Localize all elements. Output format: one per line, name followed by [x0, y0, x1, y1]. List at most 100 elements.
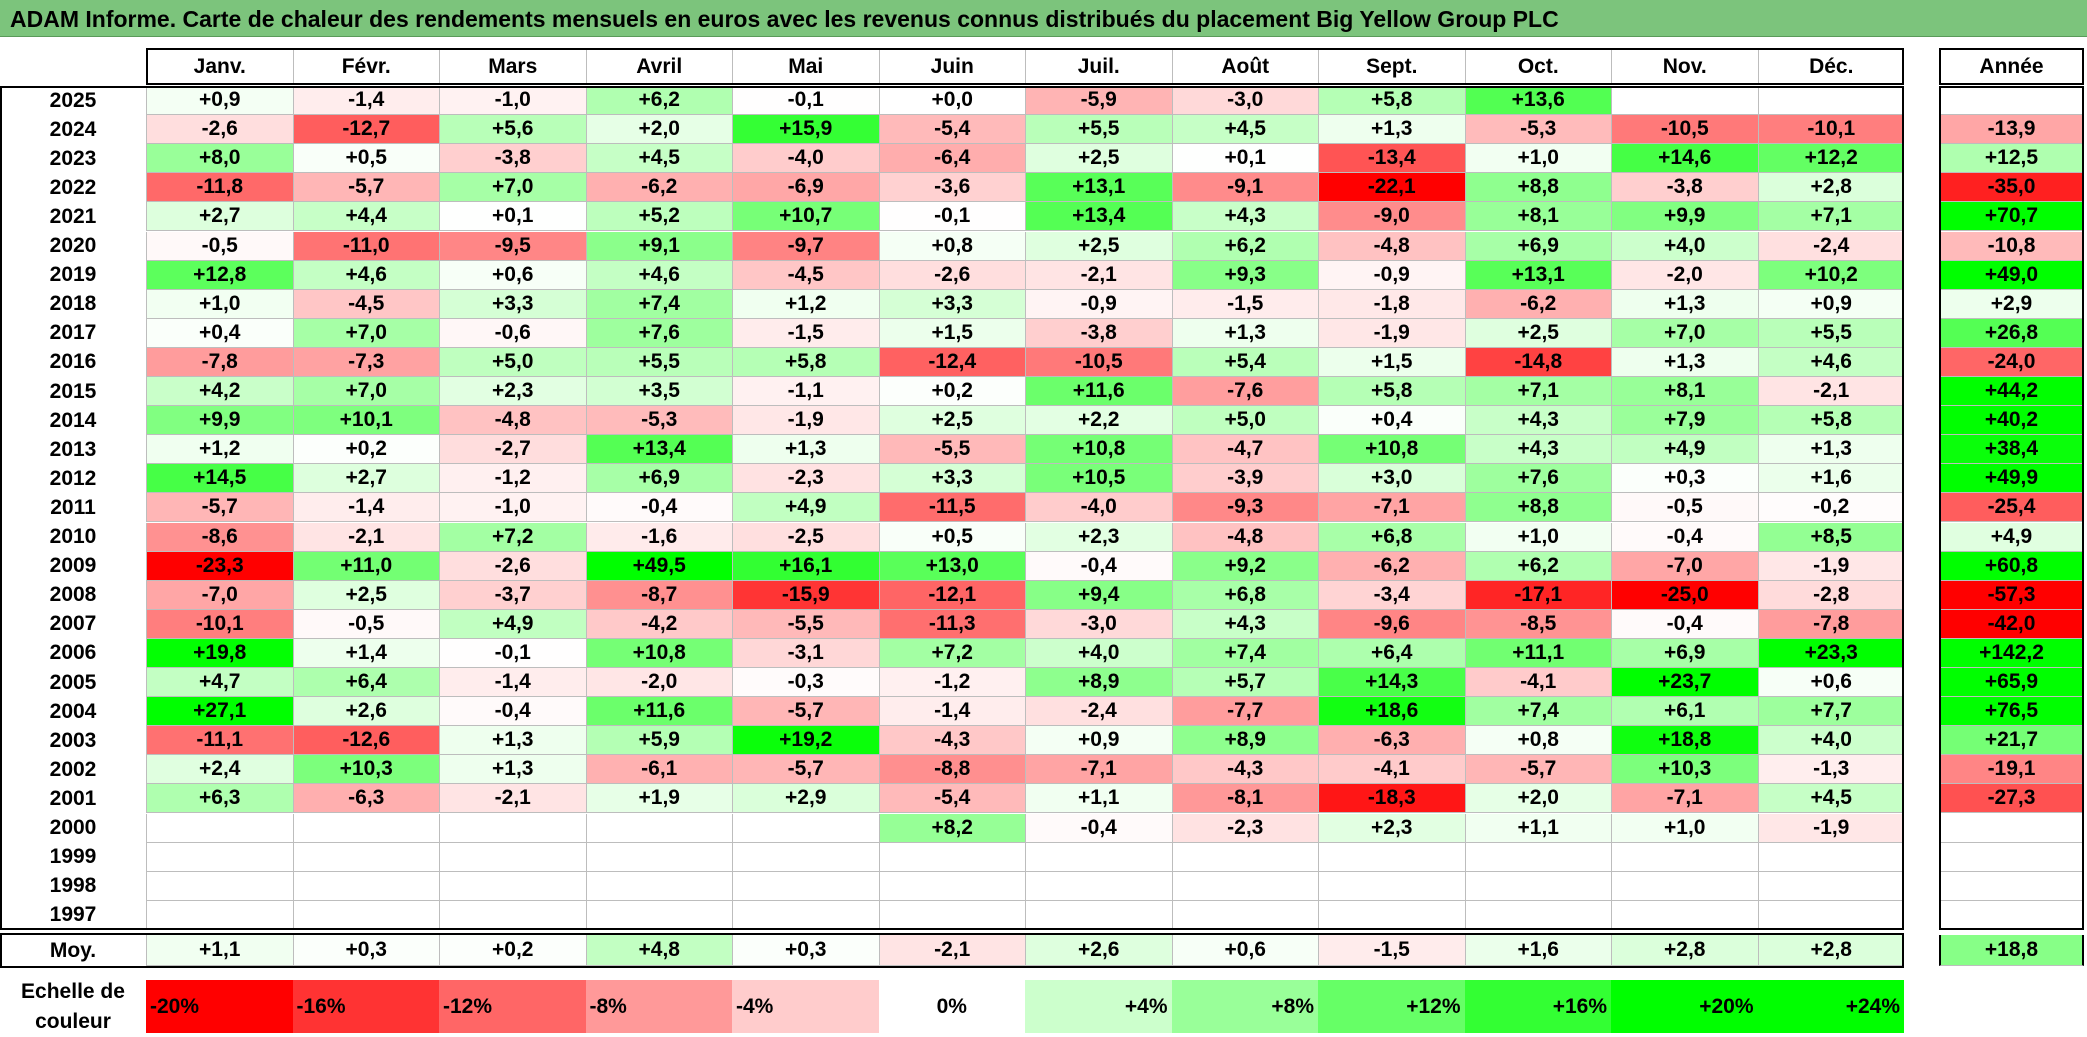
color-scale-label-line1: Echelle de — [21, 979, 125, 1003]
heatmap-cell: +5,7 — [1171, 668, 1318, 698]
heatmap-cell: -2,3 — [1171, 813, 1318, 843]
average-cell: +0,3 — [732, 935, 879, 966]
heatmap-cell: -1,6 — [585, 522, 732, 552]
heatmap-cell: +18,8 — [1611, 726, 1758, 756]
heatmap-cell: -6,4 — [878, 144, 1025, 174]
average-annual-cell: +18,8 — [1939, 935, 2084, 966]
heatmap-cell: -0,4 — [1025, 551, 1172, 581]
heatmap-cell: +1,3 — [732, 435, 879, 465]
heatmap-cell — [439, 871, 586, 901]
heatmap-cell — [1757, 900, 1904, 930]
heatmap-cell: -2,0 — [1611, 260, 1758, 290]
year-label: 1998 — [0, 871, 146, 901]
heatmap-cell: -6,2 — [1464, 289, 1611, 319]
heatmap-cell: +4,5 — [585, 144, 732, 174]
heatmap-cell: +2,2 — [1025, 406, 1172, 436]
month-header: Avril — [585, 48, 732, 85]
heatmap-cell: +1,3 — [1757, 435, 1904, 465]
heatmap-cell: -25,0 — [1611, 580, 1758, 610]
annual-cell: +49,9 — [1939, 464, 2084, 494]
year-label: 2000 — [0, 813, 146, 843]
color-scale-step: -8% — [585, 980, 732, 1033]
heatmap-cell: -0,4 — [1611, 609, 1758, 639]
color-scale-step: -12% — [439, 980, 586, 1033]
heatmap-cell — [1318, 842, 1465, 872]
heatmap-cell: +5,9 — [585, 726, 732, 756]
heatmap-cell: -1,4 — [292, 86, 439, 116]
heatmap-cell: +1,0 — [146, 289, 293, 319]
annual-cell: +26,8 — [1939, 318, 2084, 348]
heatmap-cell — [878, 900, 1025, 930]
heatmap-cell: +4,3 — [1464, 406, 1611, 436]
heatmap-cell: -11,8 — [146, 173, 293, 203]
heatmap-cell: -4,8 — [1318, 231, 1465, 261]
year-label: 1999 — [0, 842, 146, 872]
heatmap-cell: -4,0 — [732, 144, 879, 174]
year-label: 2009 — [0, 551, 146, 581]
average-cell: -2,1 — [878, 935, 1025, 966]
heatmap-cell: +6,4 — [292, 668, 439, 698]
heatmap-cell — [292, 842, 439, 872]
heatmap-cell: +4,7 — [146, 668, 293, 698]
heatmap-cell: +6,9 — [1464, 231, 1611, 261]
heatmap-cell — [146, 813, 293, 843]
heatmap-cell: -11,5 — [878, 493, 1025, 523]
heatmap-cell: +15,9 — [732, 115, 879, 145]
month-header: Mars — [439, 48, 586, 85]
heatmap-cell: -3,0 — [1171, 86, 1318, 116]
heatmap-cell: -2,0 — [585, 668, 732, 698]
heatmap-cell: -3,6 — [878, 173, 1025, 203]
heatmap-cell: +1,5 — [878, 318, 1025, 348]
heatmap-cell — [1464, 842, 1611, 872]
heatmap-cell: -7,1 — [1318, 493, 1465, 523]
heatmap-cell: -1,4 — [439, 668, 586, 698]
heatmap-cell: +4,3 — [1464, 435, 1611, 465]
heatmap-cell: +0,1 — [439, 202, 586, 232]
heatmap-cell: +4,9 — [439, 609, 586, 639]
heatmap-cell: +9,2 — [1171, 551, 1318, 581]
average-cell: +2,6 — [1025, 935, 1172, 966]
year-label: 2023 — [0, 144, 146, 174]
heatmap-cell — [878, 842, 1025, 872]
color-scale-step: +12% — [1318, 980, 1465, 1033]
heatmap-cell: +19,8 — [146, 638, 293, 668]
heatmap-cell: +2,8 — [1757, 173, 1904, 203]
chart-title: ADAM Informe. Carte de chaleur des rende… — [10, 6, 1559, 32]
heatmap-cell: +2,5 — [292, 580, 439, 610]
heatmap-cell — [585, 813, 732, 843]
heatmap-cell: +8,1 — [1464, 202, 1611, 232]
heatmap-cell: -4,1 — [1464, 668, 1611, 698]
average-cell: +0,6 — [1171, 935, 1318, 966]
heatmap-cell: +3,3 — [878, 464, 1025, 494]
color-scale-step: +20% — [1611, 980, 1758, 1033]
heatmap-cell: +13,1 — [1025, 173, 1172, 203]
heatmap-cell: -1,5 — [1171, 289, 1318, 319]
heatmap-cell: -12,7 — [292, 115, 439, 145]
heatmap-cell: -1,9 — [1757, 813, 1904, 843]
heatmap-cell: -0,1 — [732, 86, 879, 116]
heatmap-cell — [1025, 842, 1172, 872]
annual-cell: +49,0 — [1939, 260, 2084, 290]
heatmap-cell: +4,3 — [1171, 202, 1318, 232]
heatmap-cell: +5,8 — [732, 347, 879, 377]
heatmap-cell: -0,9 — [1318, 260, 1465, 290]
heatmap-cell — [1025, 871, 1172, 901]
heatmap-cell — [732, 842, 879, 872]
heatmap-cell: -14,8 — [1464, 347, 1611, 377]
heatmap-cell: +0,9 — [1757, 289, 1904, 319]
heatmap-cell: -6,3 — [292, 784, 439, 814]
heatmap-cell: -9,3 — [1171, 493, 1318, 523]
heatmap-cell — [1611, 86, 1758, 116]
year-label: 2015 — [0, 377, 146, 407]
heatmap-cell: +2,3 — [1025, 522, 1172, 552]
heatmap-cell: -3,4 — [1318, 580, 1465, 610]
heatmap-cell: +1,9 — [585, 784, 732, 814]
heatmap-cell: +13,1 — [1464, 260, 1611, 290]
annual-cell: +44,2 — [1939, 377, 2084, 407]
heatmap-cell: -10,5 — [1025, 347, 1172, 377]
heatmap-cell: +10,3 — [1611, 755, 1758, 785]
annual-cell: -10,8 — [1939, 231, 2084, 261]
heatmap-cell: +4,9 — [1611, 435, 1758, 465]
heatmap-cell: +0,5 — [292, 144, 439, 174]
heatmap-cell: +4,4 — [292, 202, 439, 232]
